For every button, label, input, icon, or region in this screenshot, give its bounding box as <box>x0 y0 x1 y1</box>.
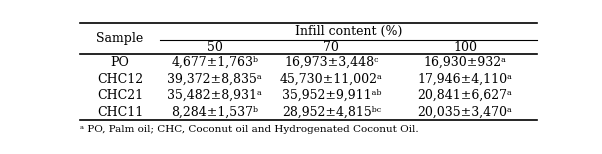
Text: 100: 100 <box>453 41 477 54</box>
Text: Infill content (%): Infill content (%) <box>295 25 402 38</box>
Text: PO: PO <box>111 56 129 69</box>
Text: 28,952±4,815ᵇᶜ: 28,952±4,815ᵇᶜ <box>282 106 381 119</box>
Text: 39,372±8,835ᵃ: 39,372±8,835ᵃ <box>167 73 262 86</box>
Text: Sample: Sample <box>96 32 143 45</box>
Text: 8,284±1,537ᵇ: 8,284±1,537ᵇ <box>172 106 258 119</box>
Text: ᵃ PO, Palm oil; CHC, Coconut oil and Hydrogenated Coconut Oil.: ᵃ PO, Palm oil; CHC, Coconut oil and Hyd… <box>80 124 418 134</box>
Text: 20,841±6,627ᵃ: 20,841±6,627ᵃ <box>418 89 512 102</box>
Text: CHC12: CHC12 <box>97 73 143 86</box>
Text: 45,730±11,002ᵃ: 45,730±11,002ᵃ <box>280 73 383 86</box>
Text: 70: 70 <box>323 41 340 54</box>
Text: 4,677±1,763ᵇ: 4,677±1,763ᵇ <box>172 56 258 69</box>
Text: 16,930±932ᵃ: 16,930±932ᵃ <box>424 56 507 69</box>
Text: CHC11: CHC11 <box>97 106 143 119</box>
Text: 16,973±3,448ᶜ: 16,973±3,448ᶜ <box>284 56 379 69</box>
Text: 35,482±8,931ᵃ: 35,482±8,931ᵃ <box>167 89 262 102</box>
Text: CHC21: CHC21 <box>97 89 143 102</box>
Text: 35,952±9,911ᵃᵇ: 35,952±9,911ᵃᵇ <box>282 89 381 102</box>
Text: 50: 50 <box>207 41 223 54</box>
Text: 20,035±3,470ᵃ: 20,035±3,470ᵃ <box>418 106 512 119</box>
Text: 17,946±4,110ᵃ: 17,946±4,110ᵃ <box>418 73 513 86</box>
